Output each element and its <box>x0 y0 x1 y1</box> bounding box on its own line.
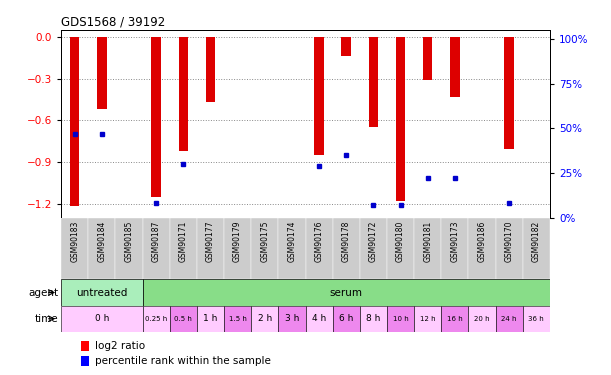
Bar <box>115 217 142 279</box>
Bar <box>61 306 142 332</box>
Text: 12 h: 12 h <box>420 316 436 322</box>
Bar <box>81 340 89 351</box>
Text: 4 h: 4 h <box>312 314 326 323</box>
Bar <box>197 217 224 279</box>
Text: GSM90185: GSM90185 <box>125 220 133 262</box>
Text: GSM90184: GSM90184 <box>97 220 106 262</box>
Bar <box>88 217 115 279</box>
Bar <box>224 217 251 279</box>
Bar <box>152 37 161 197</box>
Text: 36 h: 36 h <box>529 316 544 322</box>
Bar <box>170 217 197 279</box>
Bar <box>450 37 459 97</box>
Text: 0.5 h: 0.5 h <box>174 316 192 322</box>
Bar <box>332 306 360 332</box>
Bar <box>414 306 441 332</box>
Bar <box>81 356 89 366</box>
Bar <box>197 306 224 332</box>
Text: 1.5 h: 1.5 h <box>229 316 247 322</box>
Text: log2 ratio: log2 ratio <box>95 341 145 351</box>
Bar <box>97 37 106 109</box>
Text: 1 h: 1 h <box>203 314 218 323</box>
Text: GSM90181: GSM90181 <box>423 220 432 262</box>
Bar <box>70 37 79 206</box>
Bar <box>505 37 514 150</box>
Bar <box>251 306 279 332</box>
Bar <box>142 217 170 279</box>
Bar <box>170 306 197 332</box>
Text: percentile rank within the sample: percentile rank within the sample <box>95 356 271 366</box>
Text: time: time <box>34 314 58 324</box>
Bar <box>279 306 306 332</box>
Bar <box>142 306 170 332</box>
Bar <box>441 217 469 279</box>
Bar <box>523 306 550 332</box>
Bar <box>368 37 378 127</box>
Bar <box>423 37 433 80</box>
Bar <box>387 306 414 332</box>
Bar <box>496 217 523 279</box>
Text: 16 h: 16 h <box>447 316 463 322</box>
Bar <box>469 306 496 332</box>
Text: 3 h: 3 h <box>285 314 299 323</box>
Bar <box>306 306 332 332</box>
Text: agent: agent <box>28 288 58 297</box>
Text: GSM90175: GSM90175 <box>260 220 269 262</box>
Text: GSM90170: GSM90170 <box>505 220 514 262</box>
Bar <box>496 306 523 332</box>
Bar <box>314 37 324 155</box>
Bar <box>414 217 441 279</box>
Text: 0.25 h: 0.25 h <box>145 316 167 322</box>
Text: 6 h: 6 h <box>339 314 353 323</box>
Bar <box>306 217 332 279</box>
Bar <box>61 279 142 306</box>
Bar <box>387 217 414 279</box>
Bar <box>251 217 279 279</box>
Text: serum: serum <box>330 288 363 297</box>
Text: GSM90180: GSM90180 <box>396 220 405 262</box>
Text: GSM90179: GSM90179 <box>233 220 242 262</box>
Bar <box>396 37 405 201</box>
Text: GSM90186: GSM90186 <box>478 220 486 262</box>
Bar <box>469 217 496 279</box>
Bar <box>523 217 550 279</box>
Bar <box>360 306 387 332</box>
Text: GSM90183: GSM90183 <box>70 220 79 262</box>
Bar <box>224 306 251 332</box>
Text: GSM90174: GSM90174 <box>287 220 296 262</box>
Bar <box>206 37 215 102</box>
Text: untreated: untreated <box>76 288 128 297</box>
Text: 24 h: 24 h <box>502 316 517 322</box>
Bar <box>279 217 306 279</box>
Bar <box>61 217 88 279</box>
Bar <box>142 279 550 306</box>
Text: GSM90172: GSM90172 <box>369 220 378 262</box>
Text: GSM90176: GSM90176 <box>315 220 324 262</box>
Text: GSM90171: GSM90171 <box>179 220 188 262</box>
Text: GSM90178: GSM90178 <box>342 220 351 262</box>
Text: GSM90177: GSM90177 <box>206 220 215 262</box>
Bar <box>441 306 469 332</box>
Text: 8 h: 8 h <box>366 314 381 323</box>
Text: GSM90173: GSM90173 <box>450 220 459 262</box>
Text: GDS1568 / 39192: GDS1568 / 39192 <box>61 16 166 29</box>
Bar <box>178 37 188 151</box>
Bar <box>360 217 387 279</box>
Text: 20 h: 20 h <box>474 316 490 322</box>
Text: 0 h: 0 h <box>95 314 109 323</box>
Text: GSM90187: GSM90187 <box>152 220 161 262</box>
Text: 2 h: 2 h <box>258 314 272 323</box>
Text: 10 h: 10 h <box>393 316 408 322</box>
Text: GSM90182: GSM90182 <box>532 220 541 262</box>
Bar <box>342 37 351 56</box>
Bar <box>332 217 360 279</box>
